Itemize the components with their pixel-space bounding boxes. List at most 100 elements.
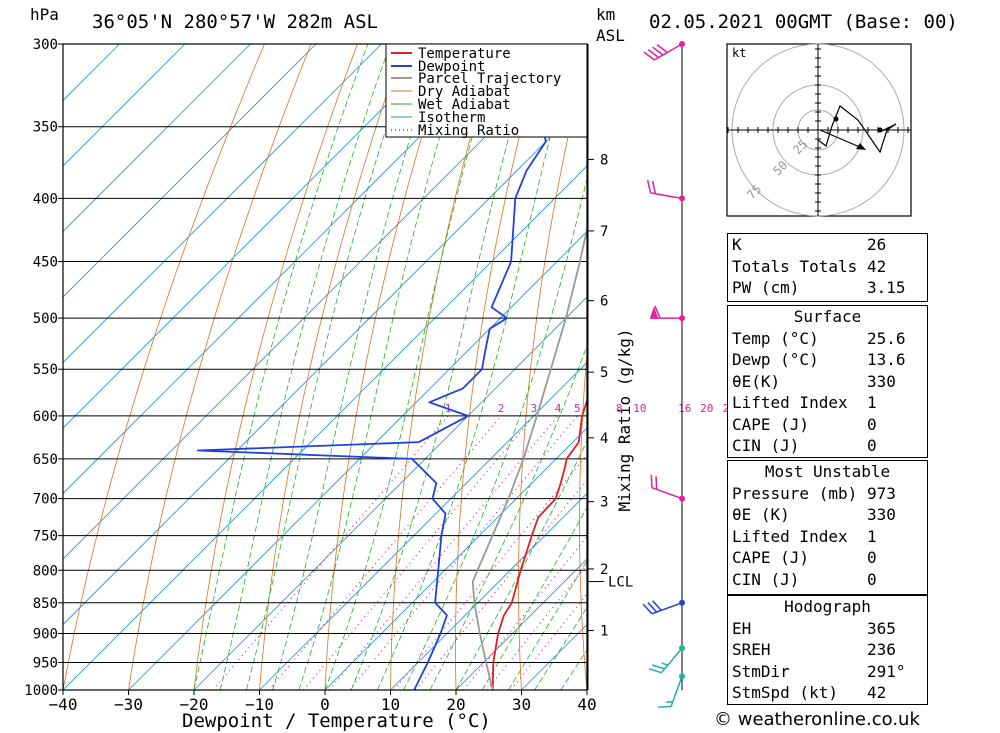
pressure-tick-label: 850 [33,596,58,612]
temperature-tick-label: 0 [320,695,330,714]
wet-adiabat-line [455,440,587,690]
stmspd-label: StmSpd (kt) [732,683,838,702]
surface-title: Surface [793,307,862,326]
wind-barb-staff [650,192,683,200]
isotherm-line [63,44,317,298]
eh-value: 365 [867,618,896,638]
wet-adiabat-line [219,44,391,690]
wind-barb-half-flag [661,662,669,666]
wind-barb-staff [651,486,683,500]
surface-temp-label: Temp (°C) [732,328,819,348]
wind-barb [642,600,683,615]
dry-adiabat-line [958,44,1000,690]
wet-adiabat-line [324,44,500,690]
legend-parcel: Parcel Trajectory [418,71,561,87]
hodograph-unit: kt [732,46,746,60]
km-tick-label: 4 [600,431,608,447]
dry-adiabat-line [63,44,265,690]
km-tick-label: 8 [600,152,608,168]
stmspd-value: 42 [867,683,887,702]
pressure-tick-label: 650 [33,452,58,468]
storm-motion-arrowhead [856,143,866,150]
isotherm-line [455,558,587,690]
legend-dry-adiabat: Dry Adiabat [418,84,511,100]
pressure-tick-label: 400 [33,191,58,207]
temperature-profile [491,397,587,690]
km-tick-label: 7 [600,224,608,240]
mixing-ratio-label: 20 [700,402,713,415]
wind-barb-flag [651,600,662,611]
legend-isotherm: Isotherm [418,110,485,126]
copyright-link[interactable]: © weatheronline.co.uk [714,709,920,730]
temperature-tick-label: −40 [49,695,78,714]
wind-barb [658,676,683,708]
dry-adiabat-line [324,44,451,690]
surface-theta-value: 330 [867,371,896,391]
isotherm-line [63,165,587,690]
pressure-tick-label: 750 [33,529,58,545]
mu-li-label: Lifted Index [732,526,848,546]
isotherm-line [63,44,120,102]
wind-barb-staff [670,676,683,707]
wind-barb-flag [652,664,665,670]
wind-barb-flag [647,49,660,59]
hodo-point-high [877,127,883,133]
isotherm-line [63,44,579,560]
wind-barb-flag [642,603,653,615]
surface-cape-value: 0 [867,414,877,434]
pressure-tick-label: 450 [33,255,58,271]
mixing-ratio-label: 4 [555,402,562,415]
km-tick-label: 5 [600,365,608,381]
temperature-tick-label: 40 [577,695,596,714]
wet-adiabat-line [298,44,469,690]
wind-level-marker [679,599,685,606]
wind-level-marker [679,495,685,502]
plot-frame [62,43,588,691]
wind-barb-flag [658,705,672,708]
isotherm-line [390,492,587,690]
wind-barb-flag [655,476,658,490]
temperature-tick-label: 20 [446,695,465,714]
mixing-ratio-label: 2 [498,402,505,415]
indices-panel: K 26 Totals Totals 42 PW (cm) 3.15 [727,233,928,302]
surface-panel: Surface Temp (°C) 25.6 Dewp (°C) 13.6 θE(K… [727,305,928,458]
dry-adiabat-line [639,44,683,690]
isotherm-line [63,44,186,167]
k-label: K [732,235,742,254]
legend-wet-adiabat: Wet Adiabat [418,97,511,113]
wet-adiabat-line [350,44,535,690]
mixing-ratio-axis-label: Mixing Ratio (g/kg) [615,328,634,511]
surface-li-label: Lifted Index [732,393,848,412]
isotherm-line [63,44,448,429]
legend: Temperature Dewpoint Parcel Trajectory D… [385,43,588,139]
wind-barb-staff [651,602,683,615]
wind-barb-flag [647,601,658,613]
dry-adiabat-line [696,44,729,690]
temperature-tick-label: 10 [381,695,400,714]
wind-barb-flag [652,46,664,56]
km-tick-label: 6 [600,294,608,310]
dewpoint-profile [196,44,547,690]
storm-motion-vector [819,129,863,149]
temperature-tick-label: −20 [180,695,209,714]
pressure-tick-label: 550 [33,362,58,378]
pressure-tick-label: 500 [33,311,58,327]
pw-value: 3.15 [867,278,906,297]
wet-adiabat-line [246,44,415,690]
k-value: 26 [867,235,887,254]
pw-label: PW (cm) [732,278,800,297]
mu-cape-label: CAPE (J) [732,548,810,567]
x-axis-label: Dewpoint / Temperature (°C) [182,710,491,732]
wind-barb-flag [650,474,653,488]
pressure-tick-label: 700 [33,492,58,508]
isotherm-line [63,99,587,626]
wind-barb-pennant [650,306,658,319]
mixing-ratio-line [212,415,449,690]
legend-dewpoint: Dewpoint [418,59,485,75]
mu-li-value: 1 [867,526,877,546]
pressure-tick-label: 300 [33,37,58,53]
tt-label: Totals Totals [732,256,858,276]
eh-label: EH [732,618,752,638]
mu-cape-value: 0 [867,548,877,567]
wind-barb [650,305,682,319]
